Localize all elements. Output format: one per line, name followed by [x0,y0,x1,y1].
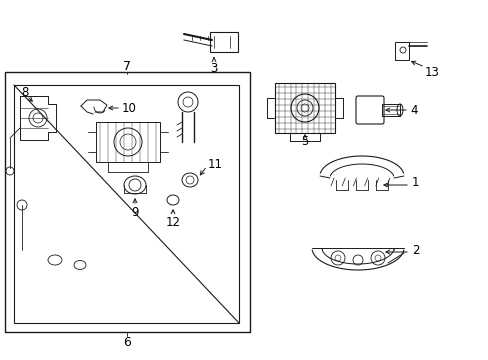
Text: 3: 3 [210,62,217,75]
Bar [394,42,408,60]
Text: 10: 10 [122,102,137,114]
Text: 4: 4 [409,104,417,117]
Bar [5,72,249,332]
Bar [381,104,399,116]
Text: 7: 7 [123,60,131,73]
Text: 11: 11 [207,158,223,171]
Text: 5: 5 [301,135,308,148]
Text: 9: 9 [131,206,139,219]
Bar [14,85,239,323]
Bar [209,32,238,52]
Bar [274,83,334,133]
Text: 13: 13 [424,66,439,78]
Text: 8: 8 [21,85,29,99]
Text: 1: 1 [411,175,419,189]
Text: 2: 2 [411,243,419,256]
Bar [96,122,160,162]
Text: 6: 6 [123,336,131,348]
Text: 12: 12 [165,216,180,229]
